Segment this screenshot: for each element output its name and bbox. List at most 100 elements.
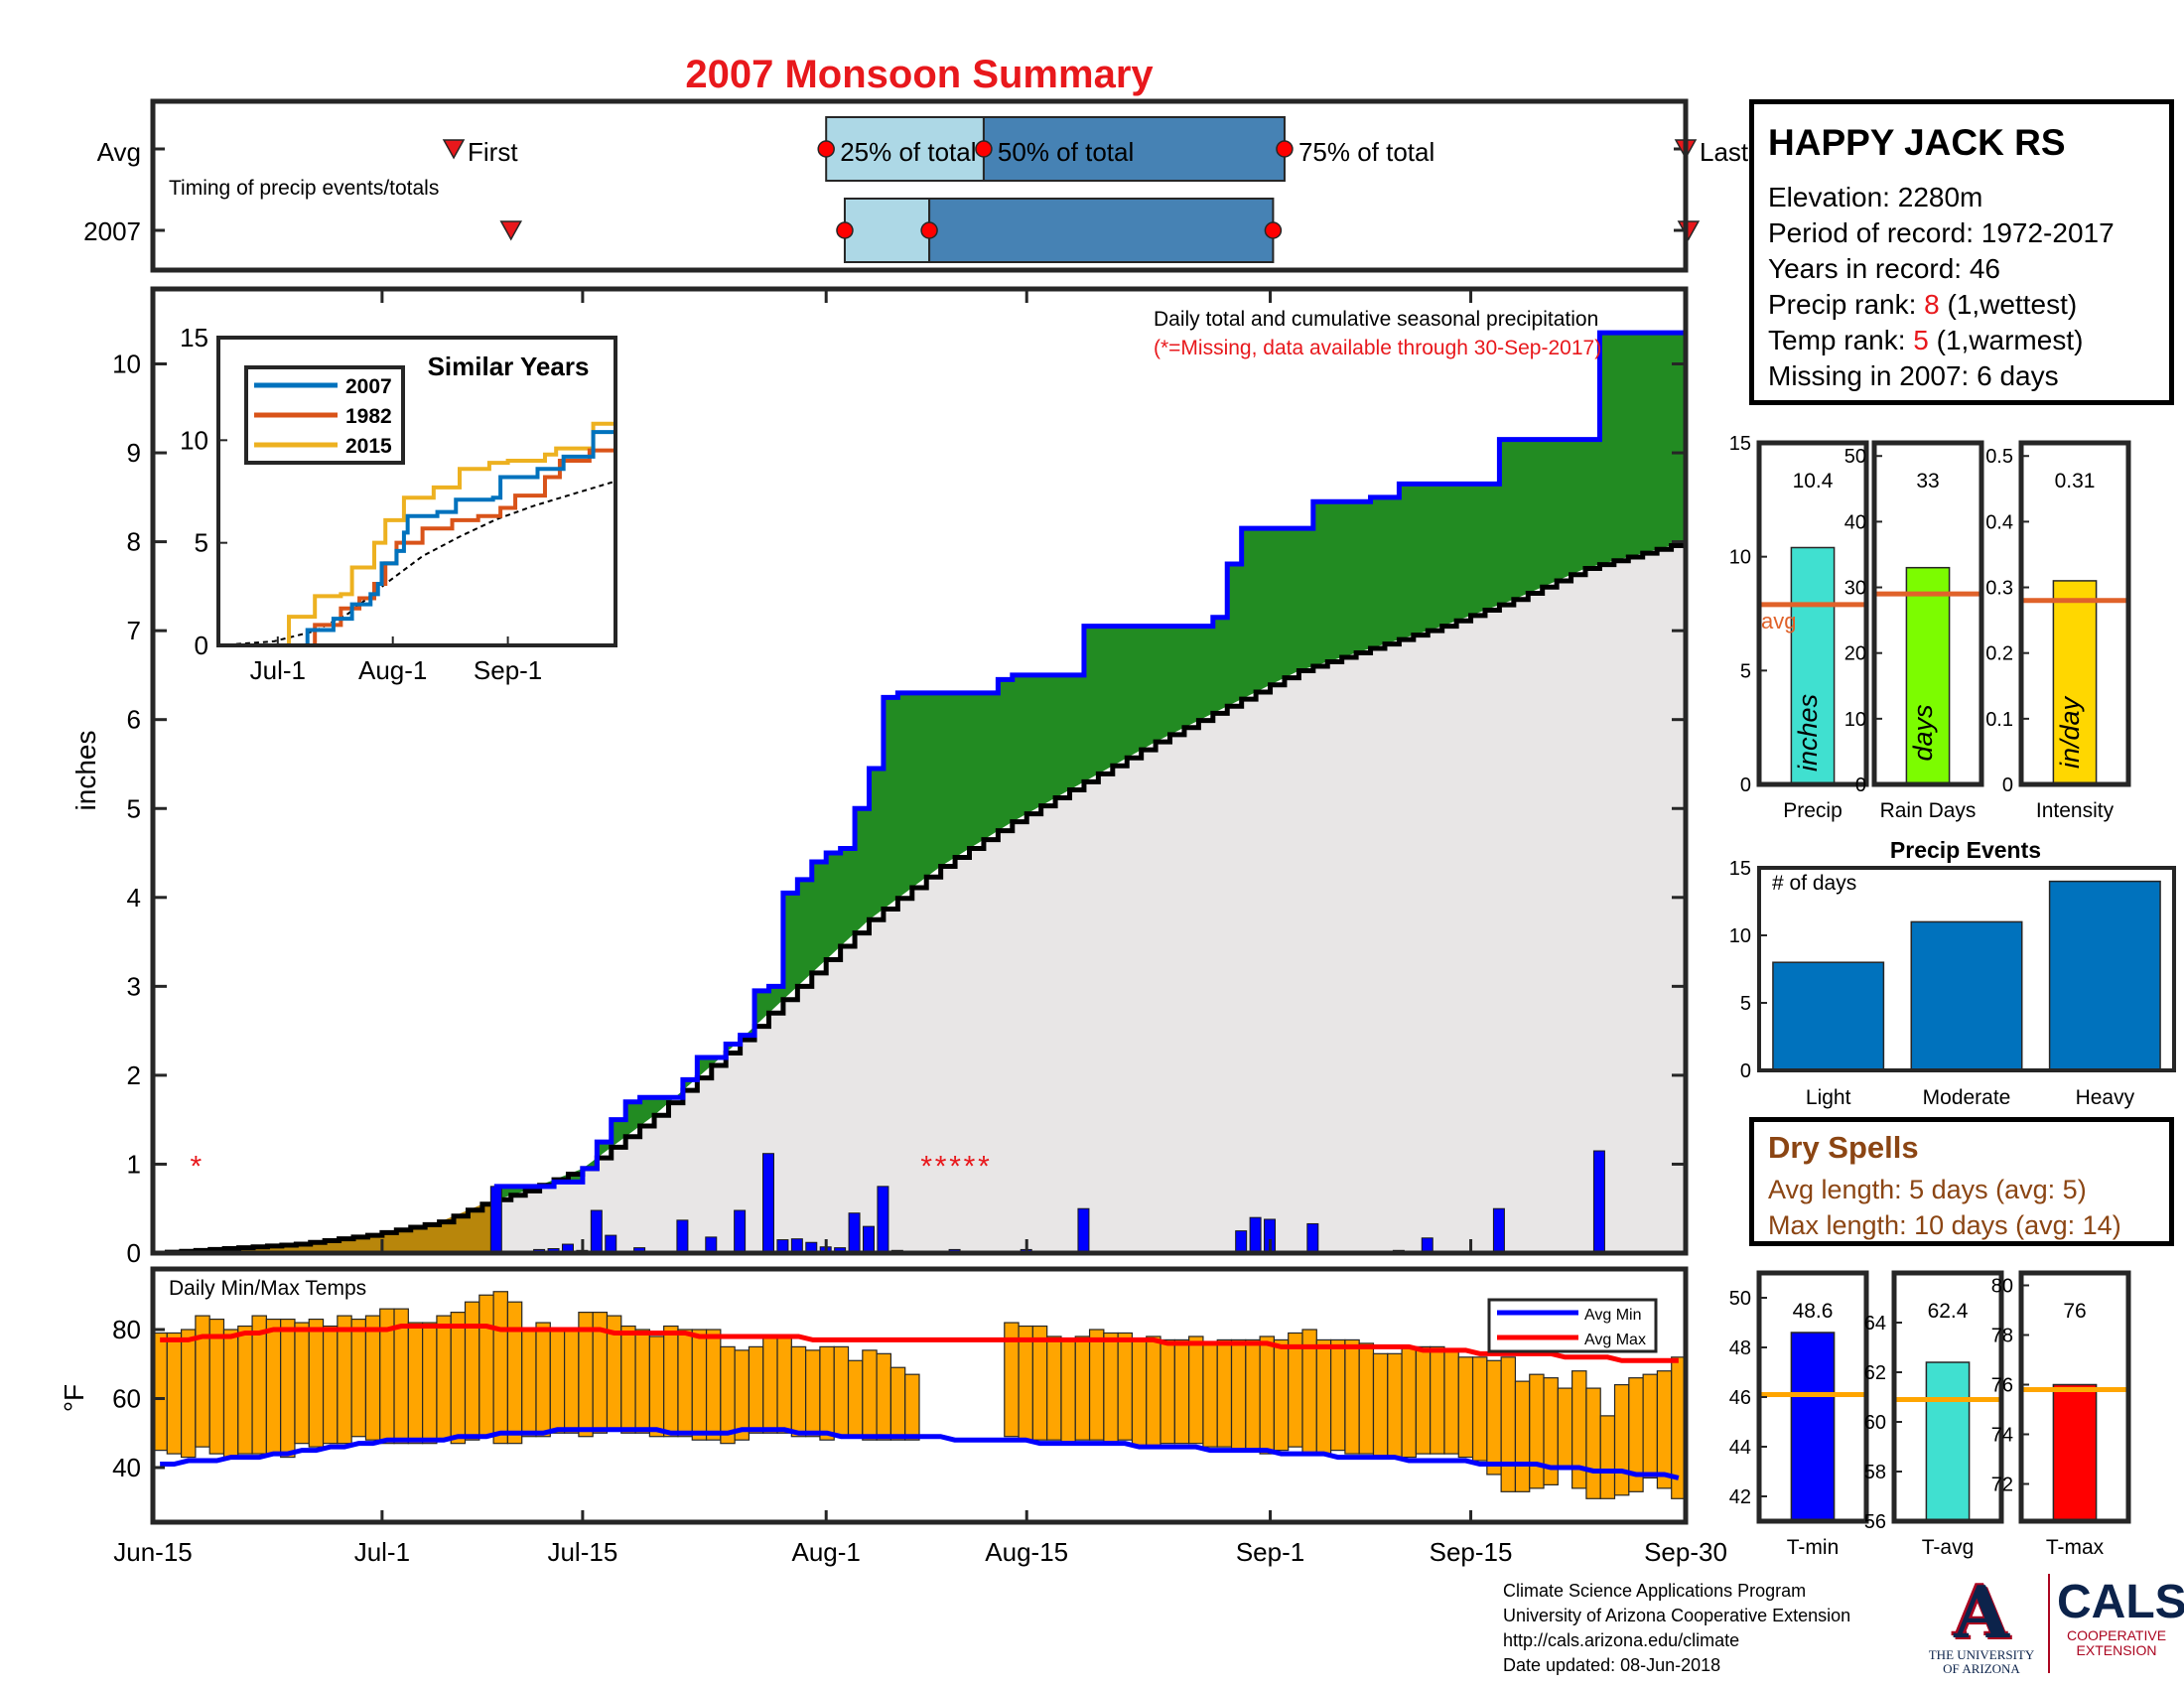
daily-temp-range-bar [1329, 1338, 1346, 1452]
daily-temp-range-bar [364, 1315, 381, 1441]
daily-temp-range-bar [805, 1349, 821, 1438]
tavg-value-label: 62.4 [1928, 1300, 1969, 1323]
daily-temp-range-bar [1656, 1370, 1673, 1489]
daily-temp-range-bar [862, 1349, 878, 1441]
intensity-frame [2018, 440, 2131, 787]
timing-label-25: 25% of total [840, 137, 976, 167]
timing-percentile-marker-2007 [836, 221, 854, 239]
daily-temp-range-bar [1430, 1345, 1445, 1455]
station-name: HAPPY JACK RS [1768, 122, 2066, 163]
tmin-ytick-label: 48 [1729, 1337, 1751, 1359]
inset-average-line [217, 480, 616, 646]
intensity-ytick-label: 0.5 [1985, 446, 2013, 468]
daily-temp-range-bar [776, 1336, 792, 1434]
tavg-value-bar [1925, 1361, 1971, 1522]
footer-line: University of Arizona Cooperative Extens… [1503, 1606, 1851, 1625]
temp-ytick-label: 60 [112, 1384, 141, 1414]
tmax-ytick-label: 80 [1991, 1276, 2013, 1298]
missing-day-marker: * [920, 1150, 932, 1183]
temp-frame [150, 1266, 1689, 1525]
timing-label-first: First [468, 137, 518, 167]
precip-missing-note: (*=Missing, data available through 30-Se… [1154, 337, 1601, 359]
tmax-category-label: T-max [2046, 1536, 2105, 1559]
timing-frame [150, 98, 1689, 273]
inset-legend: 2007 1982 2015 [244, 365, 405, 465]
daily-temp-range-bar [1344, 1338, 1360, 1455]
tmin-value-label: 48.6 [1793, 1300, 1834, 1323]
footer-line: http://cals.arizona.edu/climate [1503, 1630, 1740, 1650]
tmin-ytick-label: 42 [1729, 1486, 1751, 1508]
precip-avg-label: avg [1761, 609, 1796, 633]
precip-frame [1756, 440, 1869, 787]
daily-temp-range-bar [1372, 1352, 1389, 1459]
daily-temp-range-bar [1146, 1336, 1161, 1448]
events-bar-heavy [2048, 880, 2161, 1071]
raindays-category-label: Rain Days [1880, 799, 1977, 822]
daily-precip-bar [734, 1209, 747, 1254]
daily-temp-range-bar [904, 1373, 920, 1441]
events-title: Precip Events [1890, 837, 2041, 863]
precip-rank-value: 8 [1924, 289, 1940, 320]
inset-series-line-2007 [218, 430, 615, 647]
daily-temp-range-bar [478, 1294, 494, 1438]
daily-precip-bar [761, 1153, 774, 1254]
daily-precip-bar [590, 1209, 603, 1254]
events-category-label: Moderate [1923, 1086, 2011, 1109]
similar-years-inset: 0 5 10 15 Jul-1 Aug-1 Sep-1 Similar Years 2007… [180, 323, 617, 685]
daily-temp-range-bar [677, 1329, 693, 1438]
tmax-ytick-label: 72 [1991, 1475, 2013, 1496]
ua-logo-text: OF ARIZONA [1943, 1661, 2020, 1676]
cals-logo-subtext: EXTENSION [2076, 1642, 2157, 1658]
tmax-value-bar [2052, 1383, 2098, 1522]
intensity-unit-label: in/day [2055, 695, 2085, 769]
cals-logo-text: CALS [2057, 1576, 2184, 1628]
tavg-ytick-label: 60 [1864, 1412, 1886, 1434]
daily-temp-range-bar [1514, 1380, 1531, 1492]
daily-temp-range-bar [549, 1329, 566, 1434]
timing-note: Timing of precip events/totals [169, 177, 439, 200]
precip-ytick-label: 6 [127, 705, 141, 735]
university-of-arizona-logo: A THE UNIVERSITY OF ARIZONA [1922, 1577, 2041, 1676]
precip-ytick-label: 4 [127, 883, 141, 913]
tavg-ytick-label: 62 [1864, 1362, 1886, 1384]
legend-label-1982: 1982 [345, 405, 392, 428]
intensity-ytick-label: 0.2 [1985, 643, 2013, 665]
cals-logo-subtext: COOPERATIVE [2066, 1627, 2167, 1643]
precip-ytick-label: 2 [127, 1060, 141, 1090]
precip-ytick-label: 3 [127, 971, 141, 1001]
daily-temp-range-bar [308, 1318, 325, 1448]
tavg-ytick-label: 56 [1864, 1511, 1886, 1533]
daily-temp-range-bar [833, 1345, 850, 1438]
precip-ytick-label: 15 [1729, 433, 1751, 455]
avg-max-temp-line [160, 1324, 1679, 1363]
precip-ytick-label: 9 [127, 438, 141, 468]
intensity-ytick-label: 0.4 [1985, 511, 2013, 533]
station-period: Period of record: 1972-2017 [1768, 217, 2115, 248]
daily-temp-range-bar [1259, 1336, 1276, 1455]
daily-temp-range-bar [180, 1329, 197, 1459]
daily-temp-range-bar [436, 1315, 452, 1441]
legend-label-2015: 2015 [345, 435, 392, 458]
daily-temp-range-bar [1131, 1338, 1148, 1448]
daily-temp-range-bar [819, 1345, 835, 1441]
daily-temp-range-bar [1315, 1338, 1332, 1455]
daily-precip-bar [848, 1212, 861, 1254]
station-years: Years in record: 46 [1768, 253, 2000, 284]
timing-label-75: 75% of total [1298, 137, 1434, 167]
daily-temp-range-bar [1230, 1338, 1247, 1452]
daily-temp-range-bar [322, 1325, 339, 1445]
temp-ytick-label: 40 [112, 1453, 141, 1482]
events-note: # of days [1772, 872, 1856, 895]
daily-temp-range-bar [407, 1322, 424, 1445]
tmin-ytick-label: 46 [1729, 1387, 1751, 1409]
tavg-ytick-label: 64 [1864, 1313, 1886, 1335]
daily-temp-range-bar [280, 1318, 296, 1459]
daily-temp-range-bar [166, 1332, 183, 1455]
events-bar-moderate [1910, 920, 2023, 1071]
daily-temp-range-bar [1642, 1373, 1659, 1479]
xtick-label: Jul-15 [547, 1537, 617, 1567]
daily-temp-range-bar [521, 1329, 537, 1438]
xtick-label: Jun-15 [113, 1537, 193, 1567]
daily-temp-range-bar [1613, 1383, 1630, 1496]
